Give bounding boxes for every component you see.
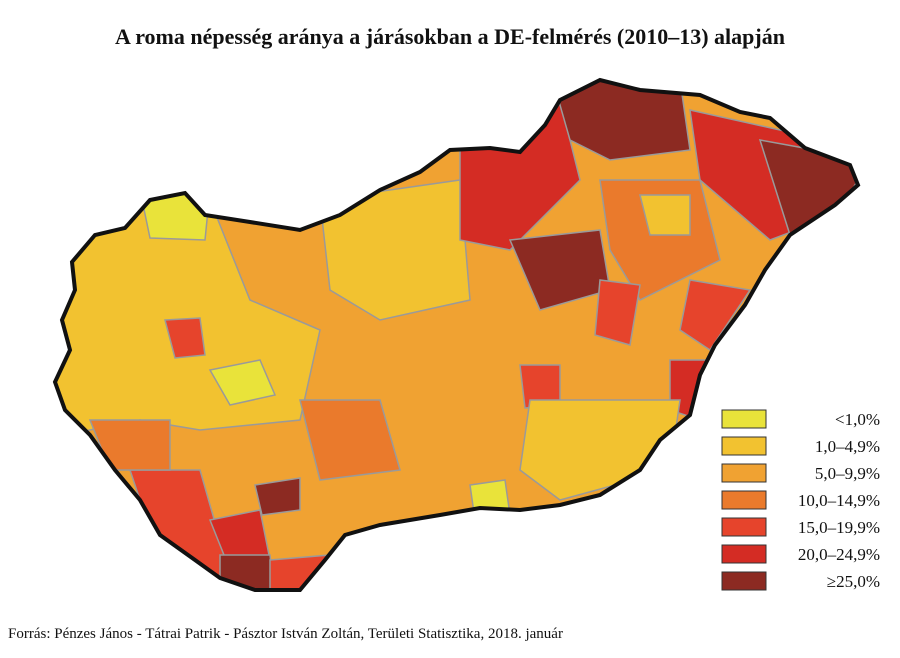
region: [164, 317, 206, 359]
region: [208, 359, 277, 406]
legend-swatch: [721, 517, 767, 537]
legend-swatch: [721, 463, 767, 483]
legend-swatch: [721, 436, 767, 456]
legend-label: 20,0–24,9%: [798, 545, 880, 564]
region: [139, 189, 211, 241]
region: [299, 399, 401, 481]
legend-label: 1,0–4,9%: [815, 437, 880, 456]
legend-swatch: [721, 490, 767, 510]
region: [679, 279, 752, 352]
legend: <1,0% 1,0–4,9% 5,0–9,9% 10,0–14,9% 15,0–19,9…: [721, 409, 880, 591]
legend-label: ≥25,0%: [827, 572, 880, 591]
region: [594, 279, 641, 346]
legend-swatch: [721, 544, 767, 564]
map-title: A roma népesség aránya a járásokban a DE…: [115, 24, 785, 49]
region: [254, 477, 301, 516]
region: [639, 194, 691, 236]
legend-swatch: [721, 571, 767, 591]
region: [88, 419, 171, 471]
legend-swatch: [721, 409, 767, 429]
region: [519, 399, 681, 501]
region: [469, 479, 511, 521]
legend-label: 15,0–19,9%: [798, 518, 880, 537]
legend-label: <1,0%: [835, 410, 880, 429]
region: [319, 179, 471, 321]
legend-label: 10,0–14,9%: [798, 491, 880, 510]
legend-label: 5,0–9,9%: [815, 464, 880, 483]
region: [219, 554, 276, 590]
source-note: Forrás: Pénzes János - Tátrai Patrik - P…: [8, 626, 563, 642]
